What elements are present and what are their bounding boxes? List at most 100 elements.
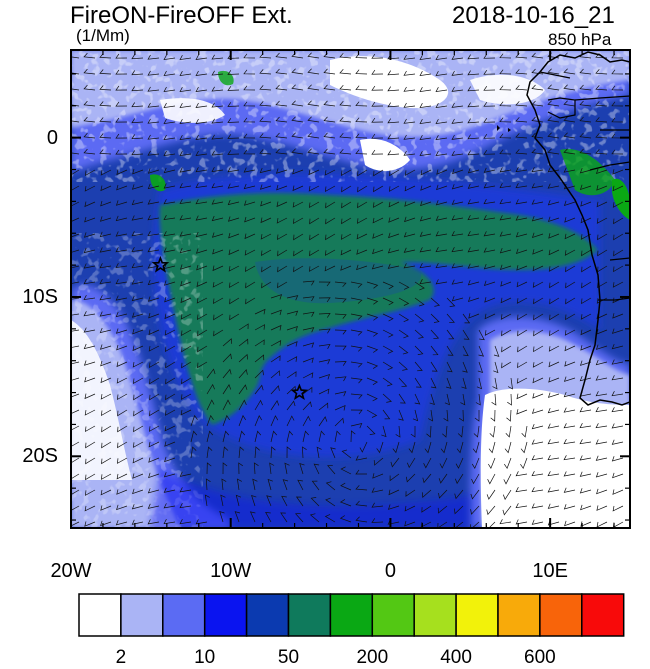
wind-barb <box>435 247 448 253</box>
wind-barb <box>83 232 96 238</box>
wind-barb <box>366 409 378 418</box>
wind-barb <box>212 265 224 272</box>
wind-barb <box>147 118 160 124</box>
wind-barb <box>462 313 471 324</box>
wind-barb <box>612 185 624 192</box>
colorbar-box <box>203 593 248 637</box>
wind-barb <box>163 231 176 237</box>
wind-barb <box>462 329 470 340</box>
colorbar-box <box>581 593 625 637</box>
wind-barb <box>238 353 249 363</box>
wind-barb <box>531 487 544 493</box>
wind-barb <box>419 247 432 253</box>
wind-barb <box>564 520 576 527</box>
wind-barb <box>533 313 544 321</box>
wind-barb <box>350 281 363 288</box>
wind-barb <box>371 69 384 75</box>
wind-barb <box>612 313 624 319</box>
wind-barb <box>483 118 496 123</box>
wind-barb <box>404 505 416 512</box>
wind-barb <box>451 70 464 76</box>
wind-barb <box>532 377 544 384</box>
wind-barb <box>595 423 608 429</box>
wind-barb <box>115 520 128 526</box>
wind-barb <box>398 297 410 306</box>
wind-barb <box>389 169 400 177</box>
wind-barb <box>325 481 336 491</box>
wind-barb <box>302 372 314 379</box>
wind-barb <box>579 375 592 382</box>
wind-barb <box>451 54 464 60</box>
wind-barb <box>357 185 368 193</box>
wind-barb <box>164 409 176 416</box>
wind-barb <box>286 310 299 316</box>
wind-barb <box>451 263 464 269</box>
wind-barb <box>340 482 352 491</box>
wind-barb <box>372 473 384 479</box>
wind-barb <box>403 134 416 140</box>
wind-barb <box>516 377 528 384</box>
units-label: (1/Mm) <box>76 26 130 45</box>
wind-barb <box>243 101 256 107</box>
wind-barb <box>71 233 80 238</box>
wind-barb <box>483 247 496 253</box>
wind-barb <box>71 393 80 398</box>
wind-barb <box>421 505 432 513</box>
wind-barb <box>85 441 96 449</box>
wind-barb <box>286 295 299 301</box>
wind-barb <box>163 519 176 525</box>
wind-barb <box>318 388 330 395</box>
wind-barb <box>579 423 592 429</box>
wind-barb <box>597 233 608 241</box>
wind-barb <box>286 400 296 411</box>
wind-barb <box>372 233 384 239</box>
wind-barb <box>132 345 144 352</box>
wind-barb <box>71 169 80 176</box>
wind-barb <box>467 54 480 60</box>
wind-barb <box>131 102 144 108</box>
wind-barb <box>547 100 560 107</box>
wind-barb <box>457 425 464 438</box>
wind-barb <box>222 368 232 379</box>
wind-barb <box>197 329 208 337</box>
wind-barb <box>515 101 528 107</box>
wind-barb <box>419 119 432 125</box>
wind-barb <box>291 68 304 75</box>
wind-barb <box>408 441 416 454</box>
wind-barb <box>371 149 384 155</box>
wind-barb <box>308 185 320 192</box>
wind-barb <box>195 150 208 156</box>
wind-barb <box>259 184 272 190</box>
wind-barb <box>516 409 528 415</box>
wind-barb <box>71 409 80 414</box>
wind-barb <box>419 231 432 237</box>
wind-barb <box>254 339 265 347</box>
wind-barb <box>147 263 160 269</box>
wind-barb <box>388 232 400 239</box>
wind-barb <box>180 409 192 416</box>
wind-barb <box>270 415 279 427</box>
wind-barb <box>451 150 464 156</box>
wind-barb <box>147 231 160 237</box>
wind-barb <box>180 280 192 287</box>
wind-barb <box>196 297 208 304</box>
wind-barb <box>277 249 288 257</box>
wind-barb <box>564 361 576 367</box>
wind-barb <box>131 86 144 92</box>
wind-barb <box>180 313 192 320</box>
wind-barb <box>446 297 456 307</box>
wind-barb <box>500 297 512 304</box>
wind-barb <box>132 473 144 479</box>
wind-barb <box>507 377 513 390</box>
wind-barb <box>483 215 496 221</box>
wind-barb <box>206 368 216 379</box>
wind-barb <box>71 217 80 222</box>
wind-barb <box>435 87 448 93</box>
coastline <box>526 51 630 406</box>
wind-barb <box>163 167 176 174</box>
wind-barb <box>478 345 484 357</box>
wind-barb <box>483 199 496 205</box>
wind-barb <box>387 150 400 156</box>
wind-barb <box>437 505 448 514</box>
wind-barb <box>147 168 160 174</box>
